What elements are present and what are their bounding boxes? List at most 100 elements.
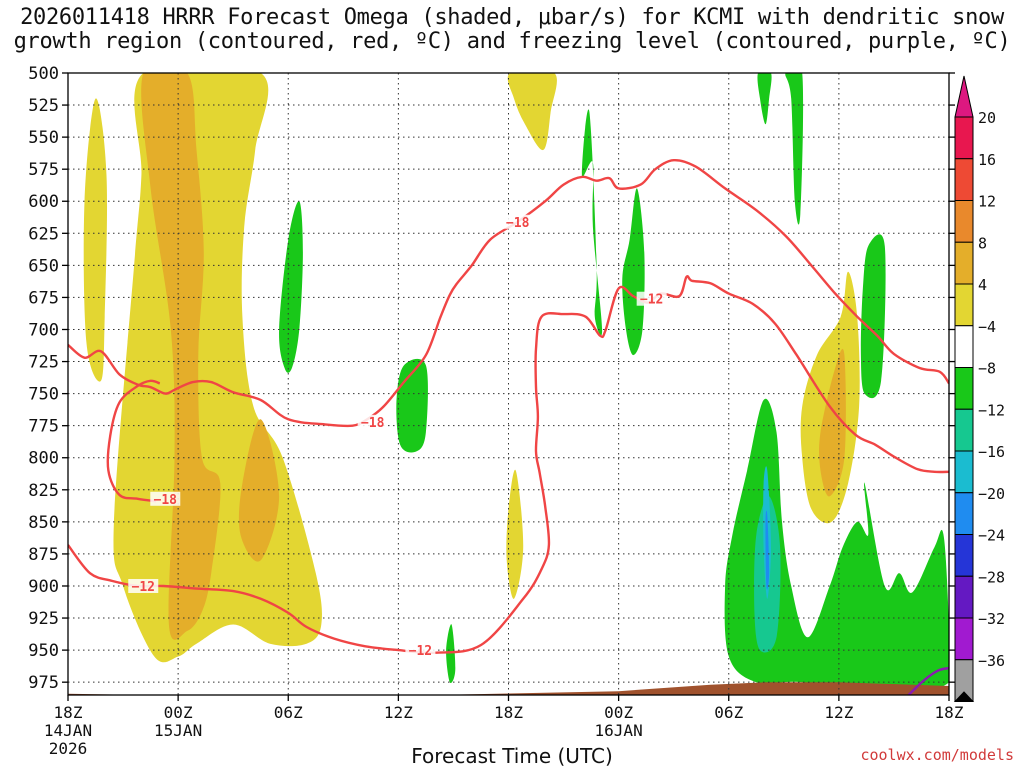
contour-label-bg-2-2 <box>636 291 667 306</box>
colorbar-top-arrow <box>954 75 974 118</box>
dendritic-contour-1 <box>106 379 161 503</box>
contour-label-0-1: −18 <box>361 416 385 431</box>
omega-region-4 <box>507 73 557 150</box>
x-tick-label-42: 12Z <box>824 703 853 722</box>
y-axis: 500 525 550 575 600 625 650 675 700 725 750 775 800 8… <box>28 64 955 693</box>
terrain-layer <box>68 682 949 695</box>
y-tick-label-900: 900 <box>28 577 59 597</box>
omega-region-16 <box>724 398 949 695</box>
x-tick-date-30: 16JAN <box>595 721 643 740</box>
x-tick-label-30: 00Z <box>604 703 633 722</box>
y-tick-label-550: 550 <box>28 128 59 148</box>
omega-region-3 <box>238 419 280 562</box>
omega-shading-layer <box>83 73 949 695</box>
colorbar-box-12 <box>954 617 974 661</box>
grid-layer <box>68 72 949 695</box>
colorbar-box-8 <box>954 450 974 494</box>
colorbar-box-3 <box>954 241 974 285</box>
x-tick-label-36: 06Z <box>714 703 743 722</box>
omega-region-15 <box>860 234 886 399</box>
x-tick-label-12: 06Z <box>274 703 303 722</box>
colorbar-label-4: 4 <box>978 276 987 294</box>
colorbar-box-10 <box>954 534 974 577</box>
x-tick-label-24: 18Z <box>494 703 523 722</box>
omega-region-0 <box>83 98 108 382</box>
colorbar-label-0: 20 <box>978 109 996 127</box>
freezing-level-contour <box>907 666 949 695</box>
omega-region-5 <box>506 469 524 599</box>
x-axis-title: Forecast Time (UTC) <box>411 744 613 768</box>
omega-region-19 <box>765 510 770 590</box>
contour-label-bg-0-1 <box>357 414 388 429</box>
colorbar-box-4 <box>954 283 974 327</box>
colorbar-label-6: −8 <box>978 360 996 378</box>
y-tick-label-875: 875 <box>28 545 59 565</box>
colorbar-box-5 <box>954 325 974 368</box>
contour-label-bg-0-2 <box>502 214 533 229</box>
contour-label-layer: −18 −18 −18 −12 −12 −12 <box>128 214 667 659</box>
omega-region-10 <box>446 624 456 684</box>
colorbar-box-6 <box>954 367 974 410</box>
x-tick-year-0: 2026 <box>49 739 88 758</box>
x-tick-date-6: 15JAN <box>154 721 202 740</box>
y-tick-label-725: 725 <box>28 353 59 373</box>
y-tick-label-700: 700 <box>28 320 59 340</box>
omega-region-7 <box>819 348 846 497</box>
colorbar-label-12: −32 <box>978 610 1005 628</box>
x-tick-label-6: 00Z <box>164 703 193 722</box>
omega-region-13 <box>757 73 772 125</box>
colorbar-box-9 <box>954 492 974 535</box>
dendritic-contour-2 <box>68 275 949 655</box>
chart-title: 2026011418 HRRR Forecast Omega (shaded, … <box>0 6 1024 54</box>
chart-title-line-2: growth region (contoured, red, ºC) and f… <box>13 29 1011 54</box>
contour-layer <box>68 158 949 695</box>
x-tick-label-48: 18Z <box>935 703 964 722</box>
x-tick-label-0: 18Z <box>54 703 83 722</box>
colorbar-label-3: 8 <box>978 234 987 252</box>
contour-label-2-1: −12 <box>409 644 432 659</box>
y-tick-label-775: 775 <box>28 417 59 437</box>
x-tick-date-0: 14JAN <box>44 721 92 740</box>
colorbar-box-1 <box>954 158 974 201</box>
y-tick-label-975: 975 <box>28 673 59 693</box>
colorbar-label-5: −4 <box>978 318 996 336</box>
colorbar-label-1: 16 <box>978 151 996 169</box>
colorbar-box-2 <box>954 200 974 243</box>
colorbar-label-13: −36 <box>978 652 1005 670</box>
y-tick-label-500: 500 <box>28 64 59 84</box>
watermark: coolwx.com/models <box>860 746 1014 764</box>
x-tick-label-18: 12Z <box>384 703 413 722</box>
colorbar-box-7 <box>954 408 974 452</box>
omega-region-12 <box>622 188 645 356</box>
dendritic-contour-0 <box>68 158 949 428</box>
omega-region-2 <box>141 73 221 640</box>
colorbar-box-11 <box>954 575 974 619</box>
contour-label-bg-2-1 <box>405 643 436 658</box>
contour-label-bg-0-0 <box>150 491 181 506</box>
colorbar-bottom-arrow <box>953 691 975 702</box>
colorbar: 20 16 12 8 4 −4 −8 −12 −16 −20 −24 −28 −32 −36 <box>953 75 1005 702</box>
contour-label-0-2: −18 <box>506 216 530 231</box>
y-tick-label-850: 850 <box>28 513 59 533</box>
contour-label-2-0: −12 <box>132 580 155 595</box>
colorbar-label-9: −20 <box>978 485 1005 503</box>
contour-label-0-0: −18 <box>154 493 178 508</box>
colorbar-label-7: −12 <box>978 401 1005 419</box>
y-tick-label-575: 575 <box>28 160 59 180</box>
contour-label-2-2: −12 <box>640 293 663 308</box>
y-tick-label-925: 925 <box>28 609 59 629</box>
y-tick-label-800: 800 <box>28 449 59 469</box>
omega-region-14 <box>785 73 804 225</box>
y-tick-label-525: 525 <box>28 96 59 116</box>
contour-label-bg-2-0 <box>128 578 159 593</box>
colorbar-box-0 <box>954 116 974 160</box>
y-tick-label-750: 750 <box>28 385 59 405</box>
terrain-fill <box>68 682 949 695</box>
chart-title-line-1: 2026011418 HRRR Forecast Omega (shaded, … <box>20 5 1004 30</box>
y-tick-label-650: 650 <box>28 256 59 276</box>
y-tick-label-600: 600 <box>28 192 59 212</box>
y-tick-label-625: 625 <box>28 224 59 244</box>
y-tick-label-950: 950 <box>28 641 59 661</box>
